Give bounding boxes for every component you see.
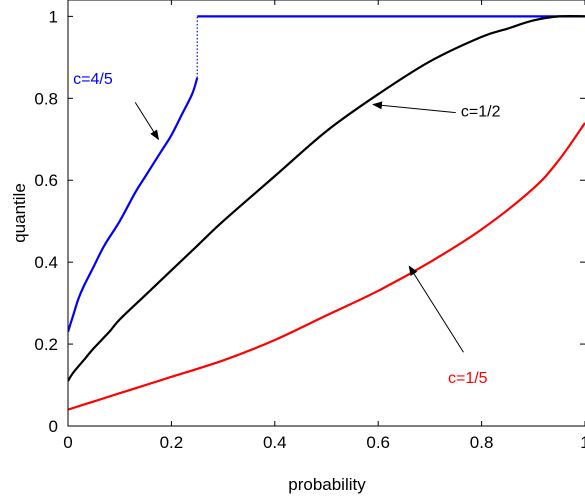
x-tick-label: 0.8 <box>470 433 494 452</box>
y-tick-label: 0.2 <box>34 335 58 354</box>
y-tick-label: 0 <box>49 417 58 436</box>
x-tick-label: 0.2 <box>160 433 184 452</box>
y-axis-label: quantile <box>10 183 29 243</box>
x-tick-label: 1 <box>580 433 585 452</box>
series-line-0 <box>68 77 199 333</box>
series-line-3 <box>68 122 585 411</box>
series-line-2 <box>68 14 585 382</box>
x-tick-label: 0 <box>63 433 72 452</box>
plot-layer: c=4/5 c=1/2 c=1/5 <box>68 14 585 411</box>
annotation-label: c=1/2 <box>461 104 501 121</box>
y-tick-label: 1 <box>49 7 58 26</box>
annotation-arrow <box>134 102 160 141</box>
annotation-arrow <box>408 265 464 353</box>
y-tick-label: 0.8 <box>34 89 58 108</box>
y-tick-label: 0.4 <box>34 253 58 272</box>
x-tick-label: 0.6 <box>366 433 390 452</box>
plot-frame <box>67 0 585 427</box>
x-axis-label: probability <box>288 475 366 494</box>
annotation-arrow <box>372 101 456 114</box>
y-tick-label: 0.6 <box>34 171 58 190</box>
annotation-label: c=4/5 <box>73 71 113 88</box>
annotation-label: c=1/5 <box>448 370 488 387</box>
tick-layer: 0 0.2 0.4 0.6 0.8 1 0 0.2 0.4 0.6 0.8 1 <box>34 0 585 452</box>
x-tick-label: 0.4 <box>263 433 287 452</box>
